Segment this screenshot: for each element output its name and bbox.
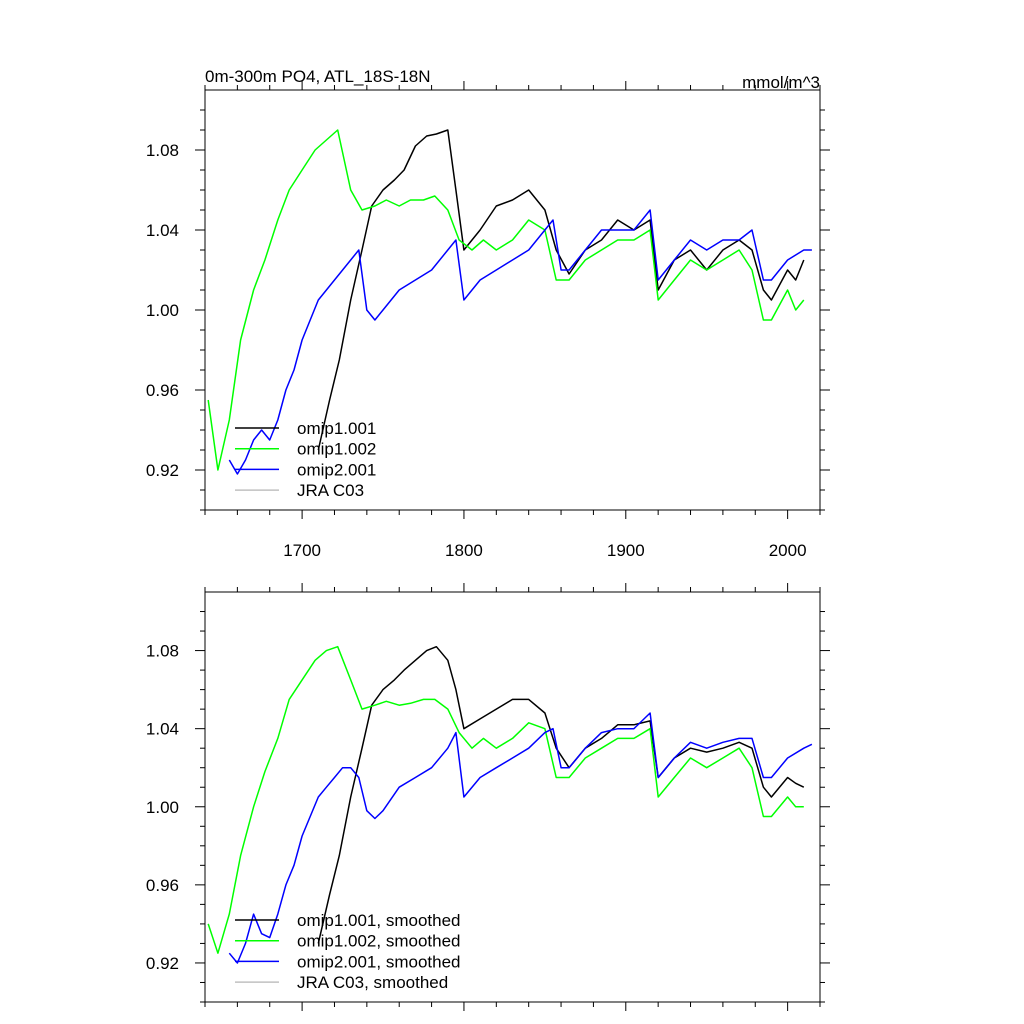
legend-label: omip1.002, smoothed [297,932,461,951]
y-tick-label: 1.00 [146,301,179,320]
y-tick-label: 1.04 [146,720,179,739]
legend-label: omip2.001 [297,460,376,479]
plot-frame [204,89,821,511]
legend-label: omip2.001, smoothed [297,952,461,971]
legend-label: omip1.001 [297,419,376,438]
tick-marks [195,81,830,519]
tick-marks [195,583,830,1011]
y-tick-label: 0.96 [146,381,179,400]
y-tick-label: 1.04 [146,221,179,240]
bottom-panel: 0.92 0.96 1.00 1.04 1.08 omip1.001, smoothed o… [146,583,830,1011]
x-tick-label: 2000 [769,541,807,560]
series-line-2 [207,129,805,471]
units-label: mmol/m^3 [742,73,820,92]
legend-label: omip1.002 [297,440,376,459]
series-line-3 [228,712,813,964]
chart-title: 0m-300m PO4, ATL_18S-18N [205,67,431,86]
legend-label: JRA C03, smoothed [297,973,448,992]
legend-label: JRA C03 [297,481,364,500]
x-tick-label: 1800 [445,541,483,560]
y-tick-label: 0.92 [146,954,179,973]
series-line-1 [317,129,805,451]
series-line-2 [207,645,804,954]
plot-frame [204,591,821,1003]
y-tick-label: 0.92 [146,461,179,480]
y-tick-label: 1.08 [146,642,179,661]
series-line-1 [317,645,805,944]
top-panel: 0m-300m PO4, ATL_18S-18N mmol/m^3 0.92 0.96… [146,67,830,560]
series-line-3 [228,209,812,475]
legend-label: omip1.001, smoothed [297,911,461,930]
y-tick-label: 1.00 [146,798,179,817]
y-tick-label: 1.08 [146,141,179,160]
y-tick-label: 0.96 [146,876,179,895]
x-tick-label: 1900 [607,541,645,560]
x-tick-label: 1700 [283,541,321,560]
